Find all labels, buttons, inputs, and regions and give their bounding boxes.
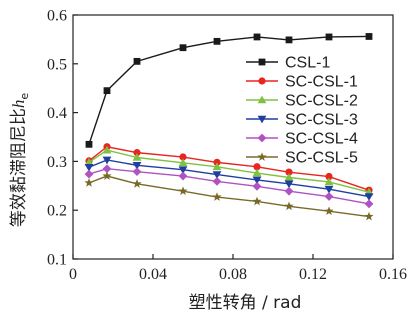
data-point bbox=[325, 172, 333, 181]
data-point bbox=[364, 193, 374, 201]
series-layer bbox=[84, 33, 374, 221]
legend-entry: SC-CSL-2 bbox=[246, 93, 358, 110]
data-point bbox=[212, 192, 222, 201]
data-point bbox=[284, 180, 294, 189]
data-point bbox=[178, 171, 188, 181]
data-point bbox=[252, 196, 262, 206]
data-point bbox=[213, 37, 221, 45]
data-point bbox=[102, 164, 112, 174]
data-point bbox=[102, 145, 112, 154]
data-point bbox=[324, 206, 334, 216]
y-tick-label: 0.6 bbox=[47, 8, 67, 25]
legend-label: SC-CSL-5 bbox=[285, 150, 358, 167]
data-point bbox=[102, 156, 112, 165]
data-point bbox=[132, 179, 142, 188]
legend-label: CSL-1 bbox=[285, 55, 330, 72]
legend-marker bbox=[258, 58, 266, 66]
legend-label: SC-CSL-2 bbox=[285, 93, 358, 110]
legend-marker bbox=[257, 152, 267, 161]
series-sc-csl-2 bbox=[84, 145, 374, 196]
legend: CSL-1 SC-CSL-1 SC-CSL-2 SC-CSL-3 SC-CSL-4 SC-… bbox=[246, 55, 358, 167]
legend-marker bbox=[257, 115, 267, 124]
legend-label: SC-CSL-3 bbox=[285, 112, 358, 129]
y-axis-title-subscript: e bbox=[18, 93, 31, 100]
y-axis-title: 等效黏滞阻尼比he bbox=[9, 93, 31, 228]
data-point bbox=[179, 153, 187, 161]
legend-marker bbox=[258, 77, 266, 85]
series-sc-csl-4 bbox=[84, 164, 374, 209]
legend-entry: CSL-1 bbox=[246, 55, 330, 72]
data-point bbox=[212, 171, 222, 179]
x-tick-label: 0.12 bbox=[299, 266, 327, 283]
data-point bbox=[132, 162, 142, 170]
data-point bbox=[324, 192, 334, 201]
series-sc-csl-3 bbox=[84, 156, 374, 201]
legend-label: SC-CSL-4 bbox=[285, 131, 358, 148]
x-tick-label: 0.16 bbox=[379, 266, 407, 283]
data-point bbox=[284, 186, 294, 196]
y-axis-title-main: 等效黏滞阻尼比 bbox=[9, 108, 29, 227]
data-point bbox=[365, 33, 373, 40]
data-point bbox=[253, 33, 261, 41]
data-point bbox=[252, 181, 262, 191]
data-point bbox=[285, 168, 293, 176]
x-tick-label: 0.04 bbox=[139, 266, 167, 283]
legend-label: SC-CSL-1 bbox=[285, 74, 358, 91]
axes: 0 0.04 0.08 0.12 0.16 0.1 0.2 0.3 0.4 0.5 0.6 bbox=[47, 8, 407, 284]
data-point bbox=[252, 168, 262, 177]
legend-marker bbox=[257, 95, 267, 104]
data-point bbox=[364, 199, 374, 209]
legend-entry: SC-CSL-4 bbox=[246, 131, 358, 148]
y-tick-label: 0.5 bbox=[47, 56, 67, 73]
y-tick-label: 0.3 bbox=[47, 154, 67, 171]
data-point bbox=[325, 33, 333, 41]
data-point bbox=[178, 158, 188, 167]
series-csl-1 bbox=[85, 33, 373, 148]
data-point bbox=[84, 163, 94, 172]
data-point bbox=[324, 185, 334, 194]
data-point bbox=[103, 87, 111, 95]
data-point bbox=[84, 178, 94, 187]
series-sc-csl-5 bbox=[84, 171, 374, 221]
data-point bbox=[84, 169, 94, 179]
y-axis-title-symbol: h bbox=[9, 100, 28, 109]
data-point bbox=[132, 167, 142, 177]
data-point bbox=[324, 177, 334, 186]
data-point bbox=[84, 157, 94, 166]
data-point bbox=[212, 177, 222, 186]
data-point bbox=[133, 149, 141, 157]
data-point bbox=[179, 44, 187, 52]
data-point bbox=[212, 162, 222, 171]
data-point bbox=[133, 57, 141, 65]
y-tick-label: 0.1 bbox=[47, 252, 67, 269]
data-point bbox=[178, 166, 188, 175]
legend-entry: SC-CSL-1 bbox=[246, 74, 358, 91]
legend-marker bbox=[257, 133, 267, 143]
data-point bbox=[102, 171, 112, 180]
legend-entry: SC-CSL-5 bbox=[246, 150, 358, 167]
x-tick-label: 0 bbox=[69, 266, 77, 283]
y-tick-label: 0.2 bbox=[47, 203, 67, 220]
data-point bbox=[253, 163, 261, 171]
x-axis-title: 塑性转角 / rad bbox=[189, 293, 302, 313]
data-point bbox=[284, 173, 294, 181]
axis-labels: 塑性转角 / rad 等效黏滞阻尼比he bbox=[9, 93, 301, 313]
data-point bbox=[178, 186, 188, 196]
data-point bbox=[132, 153, 142, 161]
data-point bbox=[285, 36, 293, 44]
x-tick-label: 0.08 bbox=[219, 266, 247, 283]
data-point bbox=[284, 201, 294, 211]
y-tick-label: 0.4 bbox=[47, 105, 67, 122]
legend-entry: SC-CSL-3 bbox=[246, 112, 358, 129]
data-point bbox=[252, 176, 262, 185]
data-point bbox=[85, 140, 93, 148]
data-point bbox=[364, 211, 374, 221]
